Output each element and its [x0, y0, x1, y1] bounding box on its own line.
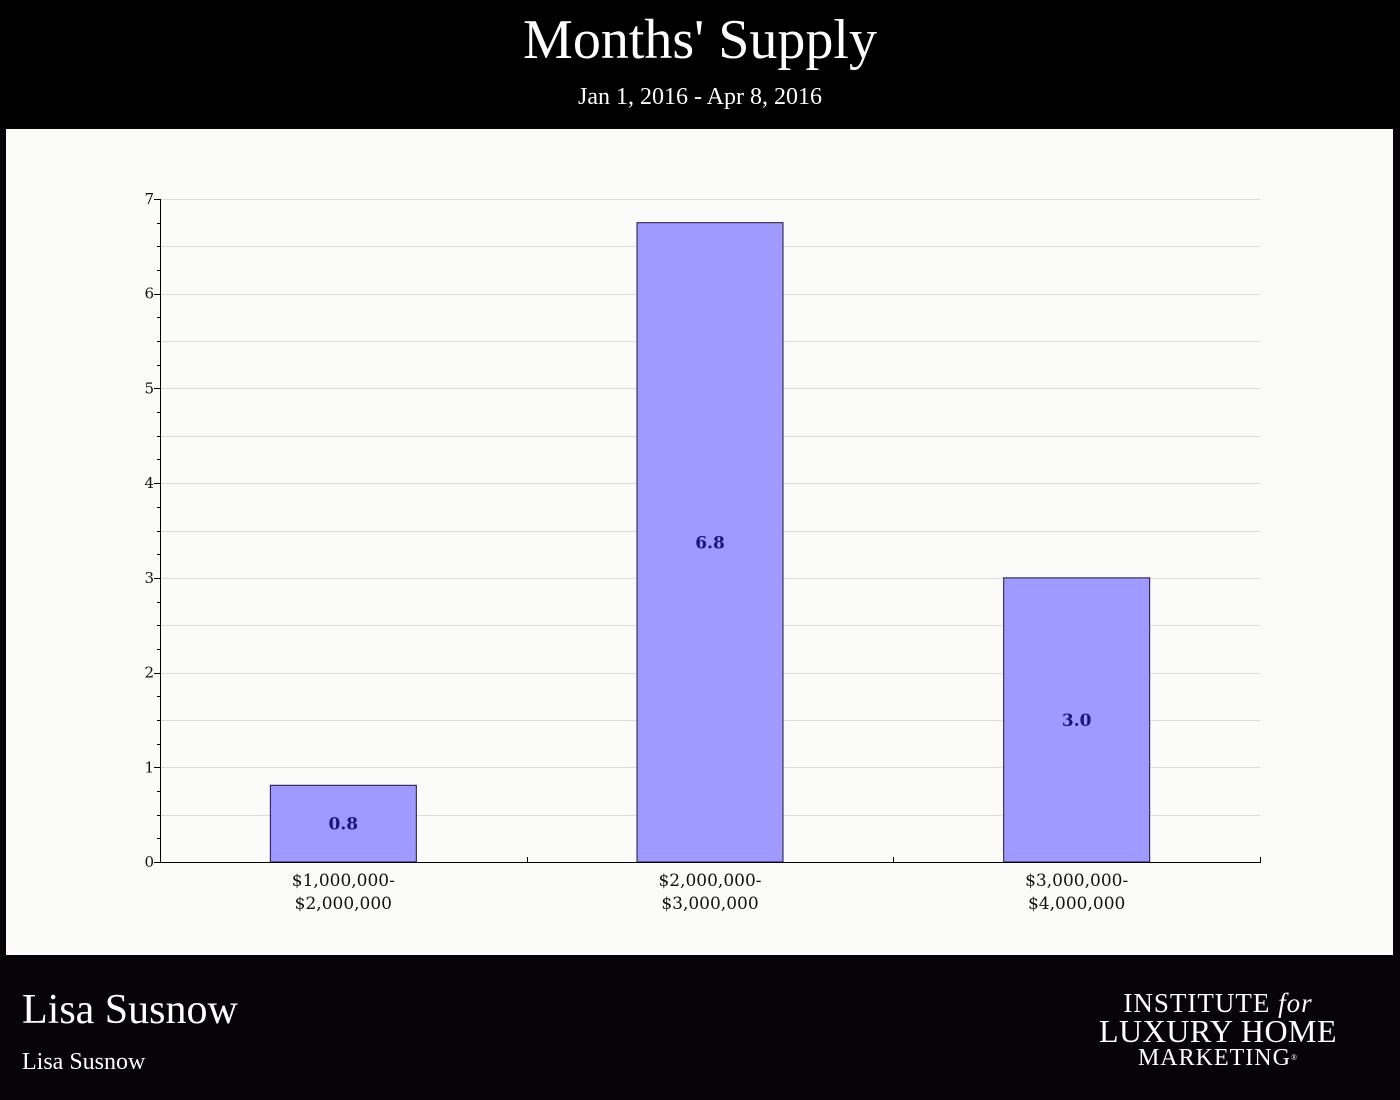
- x-tick-label: $4,000,000: [1028, 894, 1125, 914]
- data-label: 6.8: [695, 533, 725, 553]
- x-tick-label: $3,000,000: [661, 894, 758, 914]
- footer: Lisa Susnow Lisa Susnow INSTITUTE for LU…: [0, 956, 1400, 1100]
- chart-title: Months' Supply: [523, 9, 877, 71]
- x-tick-label: $2,000,000-: [658, 871, 761, 891]
- y-tick-label: 6: [144, 285, 154, 303]
- labels: 0.8 $1,000,000- $2,000,000 6.8 $2,000,000- $3…: [144, 190, 1128, 914]
- axes: [154, 199, 1261, 863]
- y-tick-label: 4: [144, 474, 154, 492]
- y-tick-label: 5: [144, 379, 154, 397]
- y-tick-label: 7: [144, 190, 154, 208]
- agent-name: Lisa Susnow: [22, 987, 238, 1033]
- bar: [1003, 577, 1151, 863]
- data-label: 3.0: [1062, 711, 1092, 731]
- bar: [636, 222, 784, 863]
- x-tick-label: $3,000,000-: [1025, 871, 1128, 891]
- y-tick-label: 3: [144, 569, 154, 587]
- logo-line1-italic: for: [1278, 988, 1313, 1018]
- agent-subtitle: Lisa Susnow: [22, 1049, 146, 1075]
- x-tick-label: $2,000,000: [295, 894, 392, 914]
- data-label: 0.8: [329, 815, 359, 835]
- y-tick-label: 2: [144, 664, 154, 682]
- x-tick-label: $1,000,000-: [292, 871, 395, 891]
- chart-date-range: Jan 1, 2016 - Apr 8, 2016: [578, 84, 822, 110]
- y-tick-label: 1: [144, 758, 154, 776]
- bar: [269, 784, 417, 863]
- chart-panel: 0.8 $1,000,000- $2,000,000 6.8 $2,000,000- $3…: [6, 129, 1393, 955]
- institute-logo: INSTITUTE for LUXURY HOME MARKETING®: [1080, 988, 1356, 1071]
- y-tick-label: 0: [144, 853, 154, 871]
- logo-line3: MARKETING: [1137, 1045, 1291, 1071]
- logo-line1: INSTITUTE: [1123, 988, 1271, 1018]
- bar-chart: 0.8 $1,000,000- $2,000,000 6.8 $2,000,000- $3…: [144, 190, 1261, 914]
- bars: [269, 222, 1151, 863]
- registered-mark: ®: [1290, 1053, 1299, 1062]
- logo-line2: LUXURY HOME: [1098, 1013, 1338, 1049]
- chart-header: Months' Supply Jan 1, 2016 - Apr 8, 2016: [0, 0, 1400, 128]
